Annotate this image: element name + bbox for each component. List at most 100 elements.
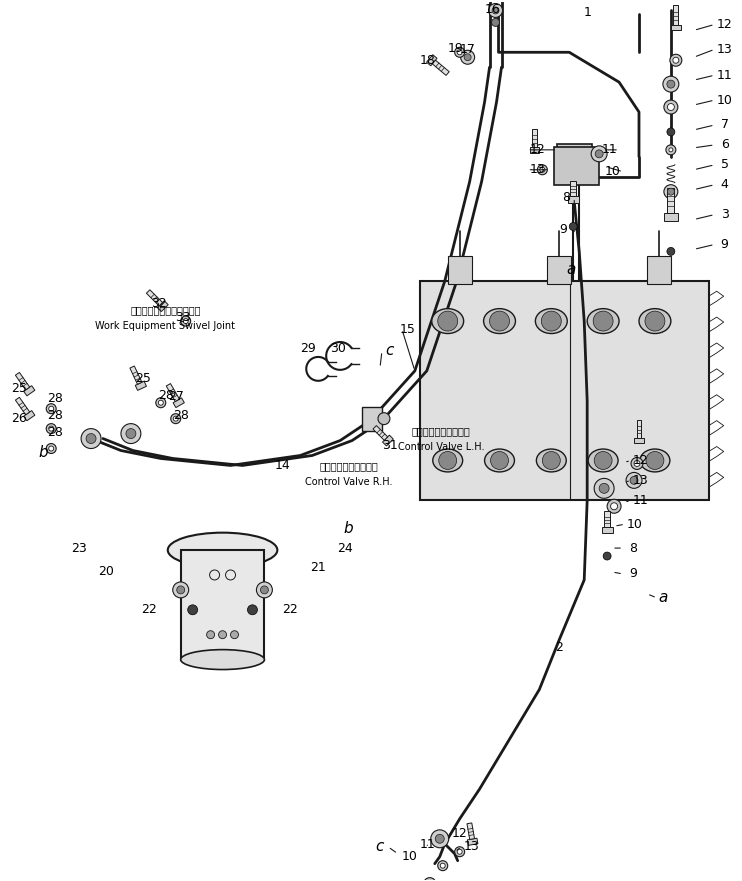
Circle shape (181, 316, 191, 326)
Polygon shape (634, 438, 644, 443)
Circle shape (46, 443, 56, 454)
Circle shape (667, 104, 674, 110)
Circle shape (666, 144, 676, 155)
Text: 32: 32 (151, 297, 167, 309)
Circle shape (177, 586, 185, 594)
Polygon shape (130, 366, 142, 384)
Circle shape (171, 414, 181, 424)
Polygon shape (157, 300, 168, 312)
Bar (548, 256, 571, 285)
Text: 作業機スイベルジョイント: 作業機スイベルジョイント (131, 306, 201, 315)
Text: 28: 28 (47, 392, 63, 405)
Circle shape (664, 185, 678, 198)
Text: 29: 29 (301, 343, 316, 355)
Circle shape (667, 80, 675, 88)
Circle shape (49, 446, 53, 451)
Text: 13: 13 (464, 840, 479, 854)
Text: 10: 10 (402, 850, 418, 863)
Polygon shape (530, 147, 539, 152)
Circle shape (257, 582, 272, 598)
Circle shape (436, 834, 444, 843)
Text: c: c (386, 344, 394, 359)
Circle shape (537, 165, 548, 174)
Circle shape (667, 248, 675, 255)
Circle shape (49, 406, 53, 411)
Circle shape (173, 416, 178, 421)
Ellipse shape (640, 449, 670, 472)
Circle shape (438, 311, 458, 331)
Circle shape (491, 19, 499, 26)
Circle shape (611, 503, 617, 510)
Ellipse shape (181, 649, 264, 670)
Circle shape (645, 311, 665, 331)
Text: a: a (658, 590, 668, 605)
Text: 8: 8 (629, 542, 637, 554)
Circle shape (188, 605, 197, 615)
Ellipse shape (168, 533, 278, 567)
Polygon shape (383, 435, 393, 446)
Text: Work Equipment Swivel Joint: Work Equipment Swivel Joint (96, 322, 235, 331)
Circle shape (49, 426, 53, 431)
Text: 10: 10 (605, 166, 621, 178)
Circle shape (86, 433, 96, 443)
Circle shape (490, 311, 510, 331)
Circle shape (461, 50, 475, 64)
Circle shape (591, 146, 607, 162)
Circle shape (542, 311, 561, 331)
Circle shape (424, 877, 436, 881)
Circle shape (121, 424, 141, 443)
Bar (420, 281, 709, 500)
Circle shape (603, 552, 611, 560)
Text: b: b (39, 445, 48, 460)
Circle shape (46, 424, 56, 433)
Text: 5: 5 (720, 159, 729, 171)
Text: 11: 11 (420, 838, 436, 851)
Text: 31: 31 (382, 439, 398, 452)
Polygon shape (671, 25, 680, 30)
Circle shape (673, 57, 679, 63)
Circle shape (173, 582, 188, 598)
Ellipse shape (485, 449, 514, 472)
Polygon shape (24, 411, 35, 421)
Text: 28: 28 (173, 409, 188, 422)
Text: 22: 22 (141, 603, 157, 617)
Circle shape (607, 500, 621, 514)
Circle shape (490, 451, 508, 470)
Circle shape (183, 319, 188, 323)
Text: 18: 18 (420, 54, 436, 67)
Polygon shape (637, 420, 641, 438)
Text: 2: 2 (555, 641, 563, 654)
Circle shape (594, 451, 612, 470)
Polygon shape (16, 397, 30, 415)
Circle shape (158, 400, 163, 405)
Circle shape (646, 451, 664, 470)
Polygon shape (166, 383, 180, 402)
Circle shape (630, 477, 638, 485)
Text: 17: 17 (460, 43, 476, 56)
Circle shape (626, 472, 642, 488)
Text: 8: 8 (562, 191, 571, 204)
Circle shape (206, 631, 214, 639)
Circle shape (126, 429, 136, 439)
Text: b: b (344, 521, 353, 536)
Ellipse shape (484, 308, 516, 334)
Text: 12: 12 (452, 827, 467, 840)
Circle shape (457, 849, 462, 855)
Text: 12: 12 (530, 144, 545, 156)
Text: 28: 28 (158, 389, 174, 403)
Text: 12: 12 (717, 18, 732, 31)
Polygon shape (24, 386, 35, 396)
Circle shape (439, 451, 456, 470)
Circle shape (455, 847, 464, 856)
Circle shape (663, 76, 679, 93)
Polygon shape (173, 398, 184, 408)
Ellipse shape (639, 308, 671, 334)
Circle shape (599, 484, 609, 493)
Circle shape (457, 50, 462, 55)
Text: 14: 14 (275, 459, 290, 472)
Text: 19: 19 (448, 41, 464, 55)
Polygon shape (667, 188, 674, 212)
Text: 24: 24 (337, 542, 353, 554)
Ellipse shape (588, 449, 618, 472)
Circle shape (248, 605, 257, 615)
